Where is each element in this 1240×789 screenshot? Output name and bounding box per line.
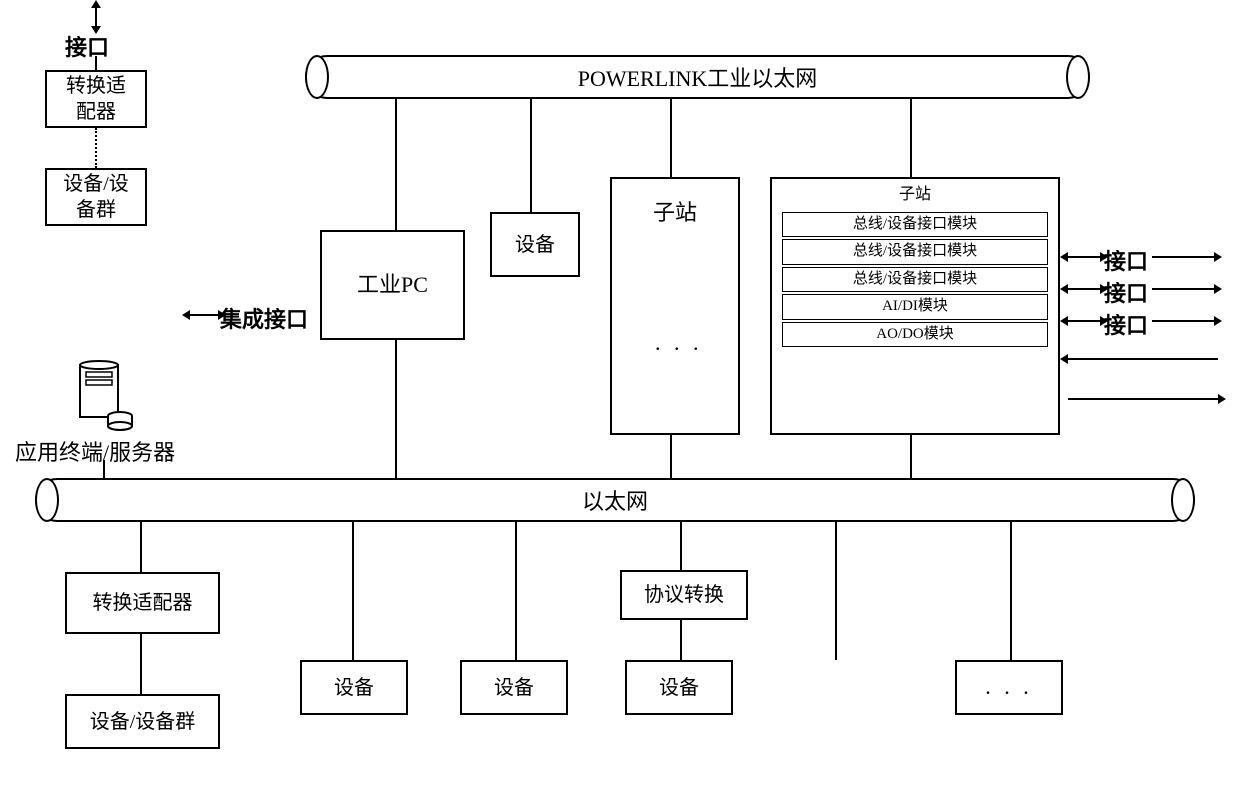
interface-label-r3: 接口 — [1104, 308, 1148, 340]
interface-arrow-2b — [1152, 288, 1214, 290]
interface-arrow-4 — [1068, 358, 1218, 360]
substation-panel-title: 子站 — [772, 185, 1058, 206]
interface-label-r1: 接口 — [1104, 244, 1148, 276]
device-box-b2: 设备 — [460, 660, 568, 715]
device-box-b3: 设备 — [625, 660, 733, 715]
aidi-module: AI/DI模块 — [782, 294, 1048, 320]
ethernet-bus-label: 以太网 — [582, 484, 648, 516]
integration-interface-label: 集成接口 — [220, 302, 308, 334]
connector-line — [835, 522, 837, 660]
connector-line — [680, 522, 682, 570]
interface-arrow-3 — [1068, 320, 1100, 322]
powerlink-bus-label: POWERLINK工业以太网 — [578, 61, 818, 93]
bus-module-2: 总线/设备接口模块 — [782, 239, 1048, 265]
double-arrow-vertical — [95, 8, 97, 26]
connector-line — [140, 522, 142, 572]
ellipsis-1: . . . — [655, 330, 703, 356]
substation-panel: 子站 总线/设备接口模块 总线/设备接口模块 总线/设备接口模块 AI/DI模块… — [770, 177, 1060, 435]
powerlink-bus: POWERLINK工业以太网 — [305, 55, 1090, 99]
connector-line — [680, 620, 682, 660]
bus-module-1: 总线/设备接口模块 — [782, 212, 1048, 238]
connector-line — [395, 340, 397, 478]
device-group-box-top: 设备/设 备群 — [45, 168, 147, 226]
device-box-1: 设备 — [490, 212, 580, 277]
connector-line — [1010, 522, 1012, 660]
ethernet-bus: 以太网 — [35, 478, 1195, 522]
device-box-b1: 设备 — [300, 660, 408, 715]
interface-arrow-1 — [1068, 256, 1100, 258]
connector-line — [103, 460, 105, 478]
aodo-module: AO/DO模块 — [782, 322, 1048, 348]
connector-line — [670, 435, 672, 478]
connector-line — [910, 435, 912, 478]
connector-line — [352, 522, 354, 660]
interface-arrow-5 — [1068, 398, 1218, 400]
interface-arrow-3b — [1152, 320, 1214, 322]
industrial-pc-box: 工业PC — [320, 230, 465, 340]
device-box-b5: . . . — [955, 660, 1063, 715]
connector-line — [910, 99, 912, 177]
connector-line — [95, 128, 97, 168]
server-icon — [70, 360, 140, 440]
bus-module-3: 总线/设备接口模块 — [782, 267, 1048, 293]
integration-interface-arrow — [190, 314, 218, 316]
interface-arrow-1b — [1152, 256, 1214, 258]
interface-arrow-2 — [1068, 288, 1100, 290]
substation-box: 子站 — [610, 177, 740, 435]
connector-line — [670, 99, 672, 177]
connector-line — [140, 634, 142, 694]
substation-label: 子站 — [653, 199, 697, 228]
server-label: 应用终端/服务器 — [15, 435, 175, 467]
adapter-box-bottom: 转换适配器 — [65, 572, 220, 634]
connector-line — [395, 99, 397, 230]
adapter-box-top: 转换适 配器 — [45, 70, 147, 128]
interface-label-r2: 接口 — [1104, 276, 1148, 308]
connector-line — [95, 56, 97, 70]
protocol-convert-box: 协议转换 — [620, 570, 748, 620]
interface-label-top: 接口 — [65, 30, 109, 62]
connector-line — [515, 522, 517, 660]
connector-line — [530, 99, 532, 212]
device-group-box-bottom: 设备/设备群 — [65, 694, 220, 749]
